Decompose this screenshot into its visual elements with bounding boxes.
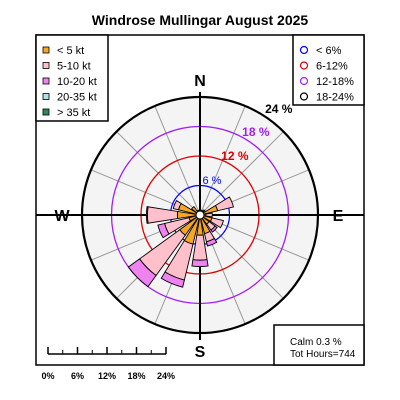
speed-legend: < 5 kt 5-10 kt 10-20 kt 20-35 kt > 35 kt (35, 34, 109, 122)
rose-petal-segment (127, 258, 157, 288)
speed-legend-label: 10-20 kt (57, 76, 97, 88)
summary-box: Calm 0.3 % Tot Hours=744 (273, 324, 365, 366)
rose-petal-segment (214, 196, 235, 212)
rose-petal-segment (191, 259, 209, 268)
plot-frame (35, 34, 365, 366)
speed-legend-label: 5-10 kt (57, 61, 91, 73)
scale-bar: 0% 6% 12% 18% 24% (41, 347, 175, 381)
rose-petal-segment (209, 217, 224, 229)
rose-petal-segment (205, 237, 218, 247)
ring-legend-label: 12-18% (316, 76, 354, 88)
scale-bar-label: 6% (71, 371, 84, 381)
total-hours-label: Tot Hours=744 (290, 349, 356, 360)
scale-bar-label: 0% (41, 371, 54, 381)
ring-label-24: 24 % (265, 102, 293, 116)
rose-layer: 6 %12 % 18 % 24 % (36, 92, 364, 340)
ring-label-6: 6 % (202, 175, 221, 187)
compass-south: S (195, 344, 206, 361)
speed-legend-swatch (42, 46, 50, 54)
ring-legend: < 6% 6-12% 12-18% 18-24% (292, 34, 365, 106)
rose-petal-segment (145, 206, 149, 224)
rose-petal-segment (210, 225, 218, 233)
ring-legend-marker (299, 92, 309, 101)
compass-east: E (333, 208, 344, 225)
ring-label-12: 12 % (221, 149, 249, 163)
speed-legend-label: 20-35 kt (57, 92, 97, 104)
rose-petal-segment (157, 222, 170, 239)
speed-legend-label: < 5 kt (57, 45, 84, 57)
rose-petal-segment (172, 199, 182, 211)
rose-petal-segment (205, 212, 213, 218)
calm-label: Calm 0.3 % (290, 337, 342, 348)
speed-legend-swatch (42, 77, 50, 85)
calm-circle (195, 210, 205, 220)
speed-legend-swatch (42, 108, 50, 116)
ring-legend-label: < 6% (316, 45, 342, 57)
ring-label-18: 18 % (242, 125, 270, 139)
compass-labels: N E S W (54, 73, 343, 361)
speed-legend-label: > 35 kt (57, 107, 90, 119)
ring-legend-label: 18-24% (316, 92, 354, 104)
scale-bar-label: 18% (127, 371, 145, 381)
ring-legend-marker (299, 45, 309, 55)
rose-petal-segment (202, 209, 206, 213)
scale-bar-label: 24% (157, 371, 175, 381)
chart-title: Windrose Mullingar August 2025 (92, 12, 309, 28)
ring-legend-label: 6-12% (316, 61, 348, 73)
speed-legend-swatch (42, 93, 50, 100)
compass-north: N (194, 73, 206, 90)
ring-legend-marker (299, 76, 309, 86)
compass-west: W (54, 208, 70, 225)
rose-petal-segment (160, 271, 185, 288)
speed-legend-swatch (42, 62, 50, 69)
scale-bar-label: 12% (98, 371, 116, 381)
ring-legend-marker (299, 61, 309, 70)
